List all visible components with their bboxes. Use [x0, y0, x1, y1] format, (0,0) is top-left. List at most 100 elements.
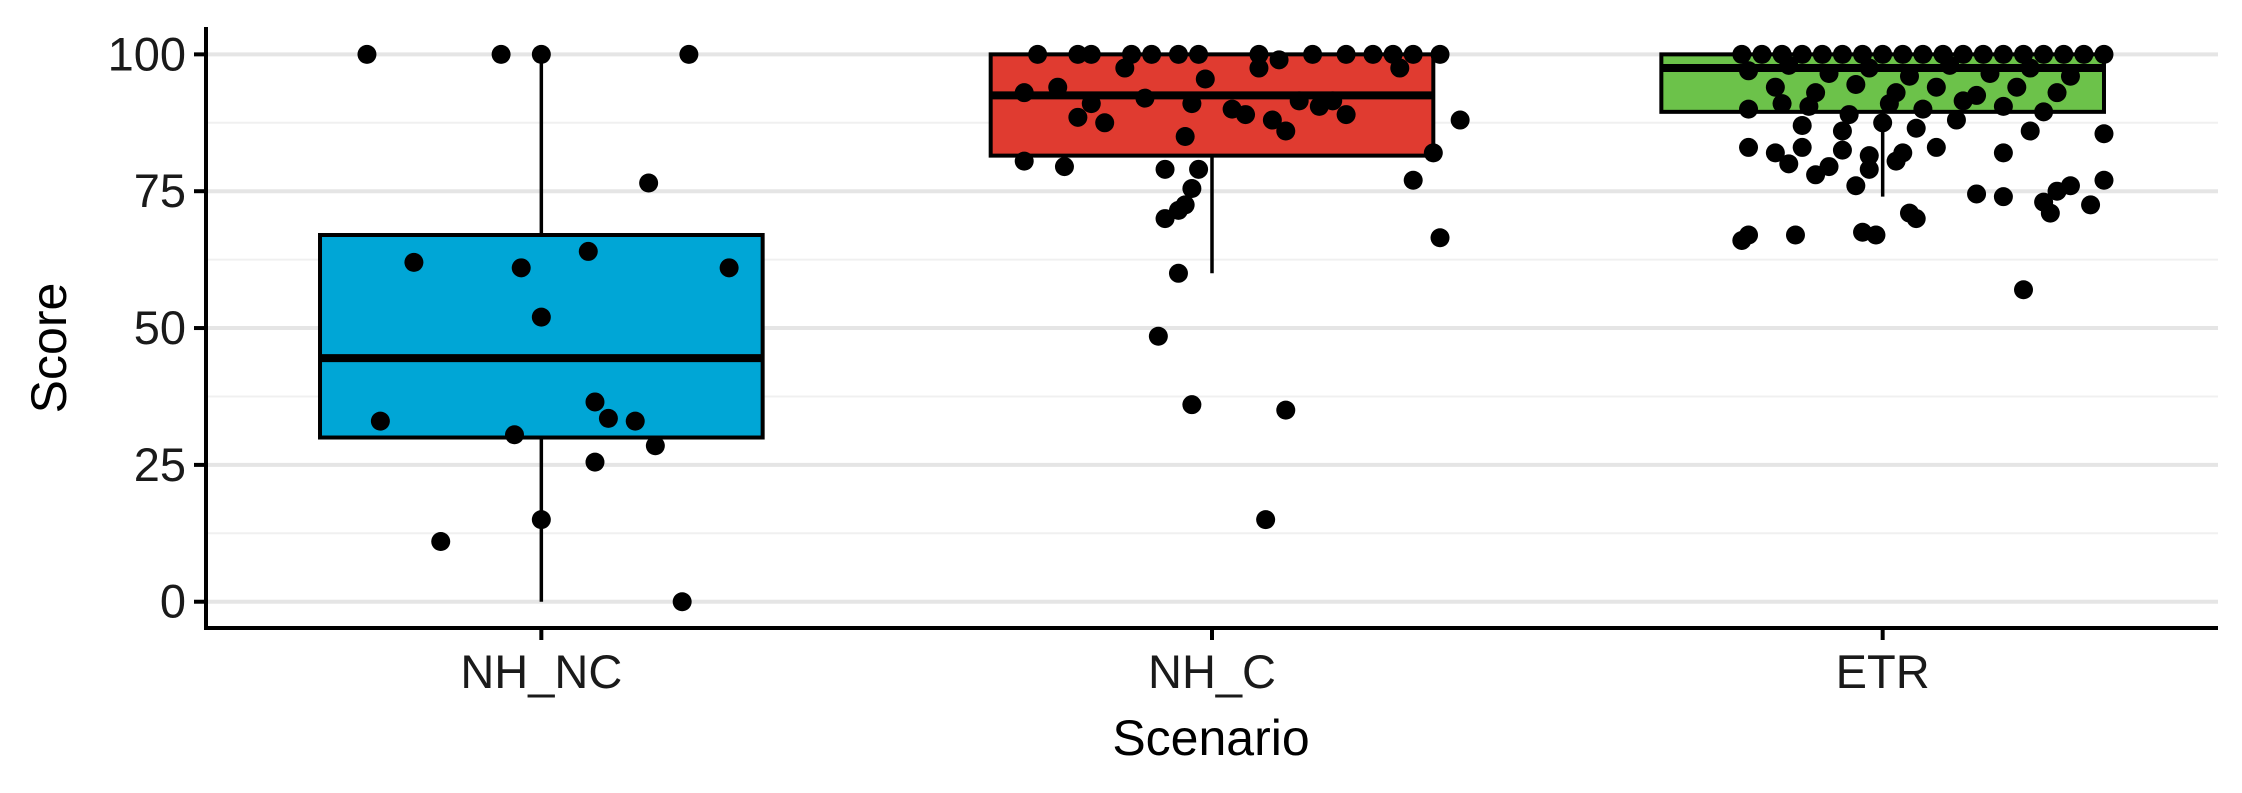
data-point-nh-c	[1014, 151, 1034, 171]
data-point-etr	[1752, 44, 1772, 64]
data-point-etr	[1779, 55, 1799, 75]
data-point-nh-c	[1014, 83, 1034, 103]
data-point-nh-nc	[672, 592, 692, 612]
data-point-etr	[1926, 77, 1946, 97]
data-point-nh-c	[1054, 157, 1074, 177]
data-point-nh-nc	[491, 44, 511, 64]
data-point-nh-c	[1048, 77, 1068, 97]
data-points	[357, 44, 2114, 612]
data-point-etr	[1792, 44, 1812, 64]
data-point-nh-c	[1363, 44, 1383, 64]
data-point-nh-c	[1195, 69, 1215, 89]
data-point-etr	[2020, 121, 2040, 141]
data-point-nh-nc	[645, 436, 665, 456]
data-point-nh-nc	[625, 411, 645, 431]
data-point-etr	[1859, 159, 1879, 179]
data-point-nh-c	[1095, 113, 1115, 133]
data-point-etr	[1832, 121, 1852, 141]
data-point-nh-c	[1182, 178, 1202, 198]
data-point-etr	[1765, 143, 1785, 163]
data-point-nh-c	[1148, 326, 1168, 346]
data-point-nh-c	[1155, 209, 1175, 229]
data-point-nh-c	[1423, 143, 1443, 163]
data-point-etr	[1913, 99, 1933, 119]
data-point-nh-c	[1403, 170, 1423, 190]
data-point-etr	[1967, 184, 1987, 204]
data-point-etr	[1739, 137, 1759, 157]
y-tick-label: 25	[134, 438, 186, 491]
data-point-nh-c	[1028, 44, 1048, 64]
x-tick-label: ETR	[1836, 645, 1930, 698]
data-point-etr	[1873, 44, 1893, 64]
data-point-nh-nc	[531, 307, 551, 327]
data-point-nh-c	[1068, 44, 1088, 64]
data-point-etr	[1879, 94, 1899, 114]
data-point-etr	[2020, 58, 2040, 78]
data-point-etr	[1819, 64, 1839, 84]
data-point-nh-c	[1081, 94, 1101, 114]
data-point-etr	[2034, 44, 2054, 64]
data-point-etr	[2047, 83, 2067, 103]
data-point-etr	[1993, 96, 2013, 116]
data-point-etr	[1739, 99, 1759, 119]
box-nh-c	[988, 52, 1436, 158]
data-point-nh-c	[1336, 105, 1356, 125]
data-point-nh-c	[1068, 107, 1088, 127]
data-point-etr	[1859, 146, 1879, 166]
data-point-nh-c	[1249, 44, 1269, 64]
data-point-nh-c	[1135, 88, 1155, 108]
data-point-etr	[1792, 137, 1812, 157]
data-point-nh-c	[1262, 110, 1282, 130]
data-point-etr	[2094, 170, 2114, 190]
data-point-nh-nc	[598, 408, 618, 428]
data-point-etr	[1839, 105, 1859, 125]
data-point-etr	[1732, 44, 1752, 64]
data-point-etr	[2060, 176, 2080, 196]
data-point-etr	[1980, 64, 2000, 84]
data-point-nh-c	[1182, 395, 1202, 415]
data-point-nh-c	[1175, 126, 1195, 146]
data-point-etr	[1940, 55, 1960, 75]
data-point-nh-c	[1182, 94, 1202, 114]
data-point-nh-c	[1276, 121, 1296, 141]
data-point-etr	[1799, 96, 1819, 116]
data-point-nh-nc	[585, 452, 605, 472]
y-tick-label: 100	[108, 27, 186, 80]
data-point-etr	[1886, 151, 1906, 171]
data-point-nh-c	[1276, 400, 1296, 420]
data-point-nh-nc	[531, 510, 551, 530]
data-point-etr	[1785, 225, 1805, 245]
data-point-etr	[1993, 44, 2013, 64]
y-ticks: 0 25 50 75 100	[108, 27, 206, 628]
data-point-nh-nc	[404, 252, 424, 272]
data-point-etr	[1953, 44, 1973, 64]
data-point-etr	[1893, 44, 1913, 64]
data-point-nh-c	[1323, 91, 1343, 111]
data-point-nh-c	[1168, 263, 1188, 283]
box-nh-nc	[318, 232, 765, 440]
data-point-etr	[2094, 124, 2114, 144]
data-point-nh-c	[1269, 50, 1289, 70]
data-point-etr	[2054, 44, 2074, 64]
data-point-etr	[1946, 110, 1966, 130]
data-point-etr	[1973, 44, 1993, 64]
data-point-etr	[1806, 165, 1826, 185]
data-point-etr	[1873, 113, 1893, 133]
data-point-nh-c	[1236, 105, 1256, 125]
data-point-etr	[1832, 140, 1852, 160]
data-point-etr	[1832, 44, 1852, 64]
data-point-nh-c	[1081, 44, 1101, 64]
x-tick-label: NH_C	[1148, 645, 1276, 698]
data-point-etr	[1993, 143, 2013, 163]
data-point-etr	[1906, 118, 1926, 138]
data-point-etr	[2060, 66, 2080, 86]
data-point-etr	[2094, 44, 2114, 64]
data-point-nh-nc	[357, 44, 377, 64]
data-point-etr	[2081, 195, 2101, 215]
data-point-etr	[1926, 137, 1946, 157]
x-axis-title: Scenario	[1112, 710, 1309, 766]
data-point-nh-nc	[679, 44, 699, 64]
data-point-etr	[1779, 154, 1799, 174]
data-point-nh-c	[1249, 58, 1269, 78]
